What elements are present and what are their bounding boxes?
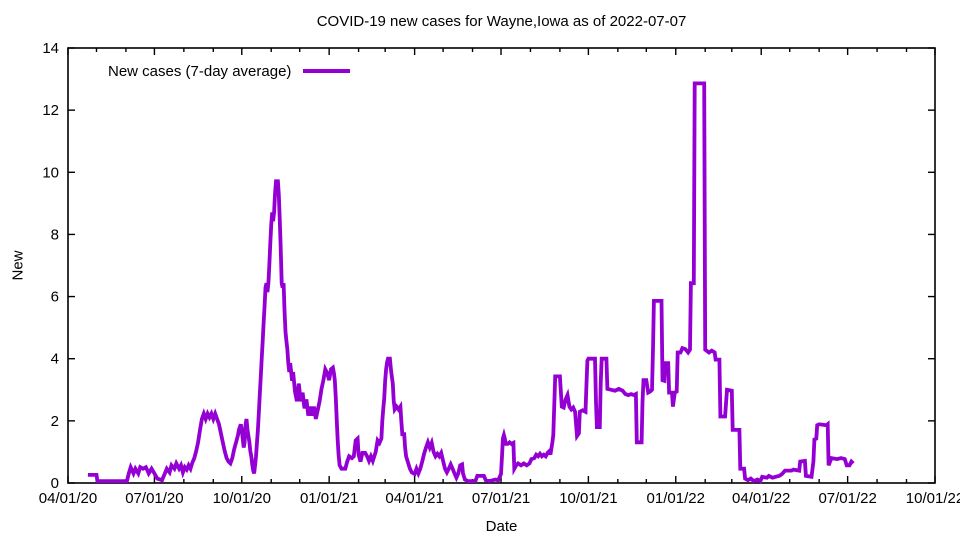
plot-border <box>67 47 936 484</box>
legend: New cases (7-day average) <box>108 62 351 80</box>
y-tick-label: 4 <box>51 351 59 368</box>
y-tick-label: 14 <box>42 40 59 57</box>
x-tick-label: 04/01/20 <box>39 490 97 507</box>
chart-title: COVID-19 new cases for Wayne,Iowa as of … <box>316 13 687 30</box>
x-tick-label: 10/01/20 <box>213 490 271 507</box>
y-tick-label: 0 <box>51 475 59 492</box>
y-tick-label: 8 <box>51 226 59 243</box>
x-tick-label: 04/01/22 <box>732 490 790 507</box>
data-line-new-cases <box>87 81 855 484</box>
x-tick-label: 10/01/22 <box>906 490 960 507</box>
x-tick-label: 07/01/22 <box>818 490 876 507</box>
x-tick-label: 10/01/21 <box>559 490 617 507</box>
x-tick-label: 01/01/21 <box>300 490 358 507</box>
x-axis-label: Date <box>485 518 518 535</box>
x-tick-label: 07/01/21 <box>472 490 530 507</box>
y-tick-label: 10 <box>42 164 59 181</box>
y-tick-label: 6 <box>51 289 59 306</box>
y-axis-label: New <box>9 250 27 281</box>
y-tick-label: 12 <box>42 102 59 119</box>
legend-label: New cases (7-day average) <box>108 62 292 80</box>
y-tick-label: 2 <box>51 413 59 430</box>
x-tick-label: 04/01/21 <box>385 490 443 507</box>
legend-line-sample <box>303 69 351 73</box>
x-tick-label: 07/01/20 <box>125 490 183 507</box>
x-tick-label: 01/01/22 <box>647 490 705 507</box>
